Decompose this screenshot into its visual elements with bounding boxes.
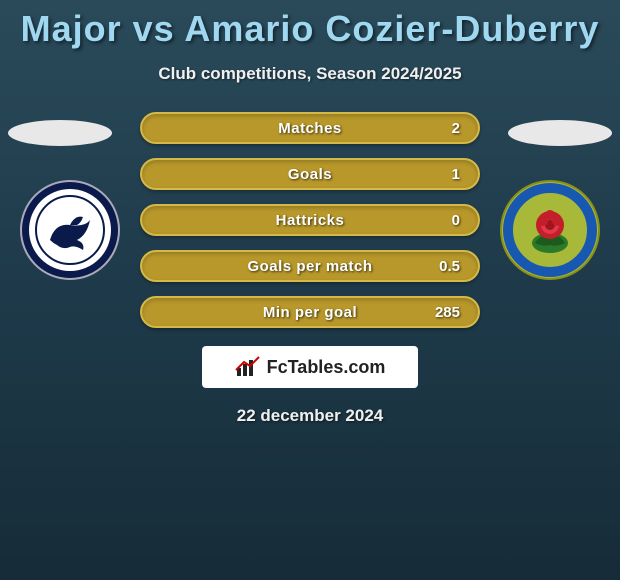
- stat-bar: Goals per match 0.5: [140, 250, 480, 282]
- lion-icon: [35, 195, 105, 265]
- stat-label: Hattricks: [276, 212, 345, 229]
- comparison-row: Matches 2 Goals 1 Hattricks 0 Goals per …: [0, 112, 620, 328]
- rose-icon: [523, 203, 577, 257]
- page-title: Major vs Amario Cozier-Duberry: [0, 0, 620, 50]
- date-text: 22 december 2024: [0, 406, 620, 426]
- player-marker-left: [8, 120, 112, 146]
- brand-logo-box: FcTables.com: [202, 346, 418, 388]
- stat-value-right: 285: [435, 304, 460, 321]
- stats-list: Matches 2 Goals 1 Hattricks 0 Goals per …: [140, 112, 480, 328]
- stat-bar: Min per goal 285: [140, 296, 480, 328]
- player-marker-right: [508, 120, 612, 146]
- stat-value-right: 2: [452, 120, 460, 137]
- stat-value-right: 0: [452, 212, 460, 229]
- stat-label: Min per goal: [263, 304, 357, 321]
- stat-value-right: 0.5: [439, 258, 460, 275]
- stat-bar: Goals 1: [140, 158, 480, 190]
- stat-bar: Hattricks 0: [140, 204, 480, 236]
- club-crest-right: [500, 180, 600, 280]
- stat-bar: Matches 2: [140, 112, 480, 144]
- stat-label: Goals: [288, 166, 332, 183]
- stat-label: Goals per match: [247, 258, 372, 275]
- bar-chart-icon: [235, 356, 261, 378]
- stat-label: Matches: [278, 120, 342, 137]
- page-subtitle: Club competitions, Season 2024/2025: [0, 64, 620, 84]
- brand-name: FcTables.com: [267, 357, 386, 378]
- club-crest-left: [20, 180, 120, 280]
- stat-value-right: 1: [452, 166, 460, 183]
